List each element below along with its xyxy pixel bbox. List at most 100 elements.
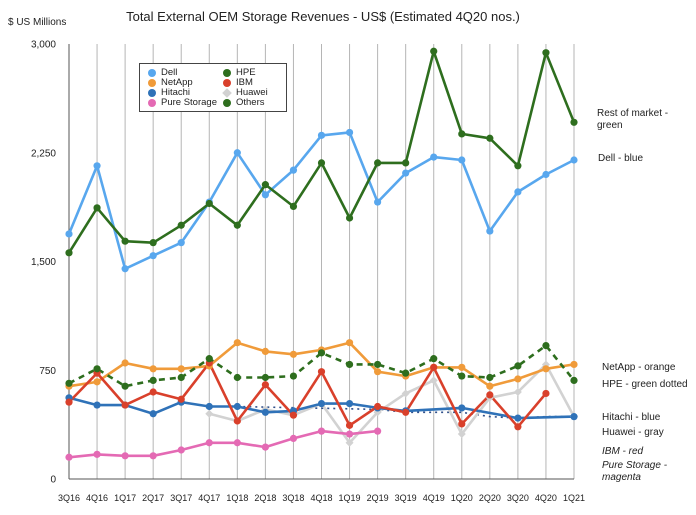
annotation-netapp: NetApp - orange — [602, 362, 676, 373]
data-point-hitachi — [317, 400, 326, 408]
data-point-huawei — [429, 376, 438, 385]
x-tick-label: 2Q17 — [142, 493, 164, 503]
x-tick-label: 1Q17 — [114, 493, 136, 503]
data-point-netapp — [486, 382, 494, 390]
legend-label: Pure Storage — [161, 97, 217, 108]
data-point-hpe — [149, 239, 157, 247]
data-point-others — [317, 349, 326, 357]
data-point-ibm — [345, 421, 354, 429]
data-point-pure-storage — [121, 452, 129, 460]
x-tick-label: 1Q18 — [226, 493, 248, 503]
legend-swatch — [148, 99, 156, 107]
data-point-hpe — [93, 204, 101, 212]
data-point-pure-storage — [205, 439, 213, 447]
data-point-dell — [289, 166, 298, 174]
data-point-ibm — [317, 368, 326, 376]
data-point-pure-storage — [261, 443, 269, 451]
data-point-pure-storage — [93, 450, 101, 458]
data-point-others — [430, 355, 438, 363]
legend-label: HPE — [236, 67, 256, 78]
data-point-huawei — [205, 409, 214, 418]
data-point-netapp — [514, 375, 522, 383]
data-point-pure-storage — [317, 427, 326, 435]
data-point-others — [345, 360, 354, 369]
data-point-dell — [514, 188, 522, 196]
data-point-huawei — [345, 438, 354, 447]
data-point-hitachi — [233, 402, 241, 411]
legend-label: Others — [236, 97, 265, 108]
data-point-others — [514, 362, 522, 370]
data-point-hpe — [261, 181, 269, 189]
x-tick-label: 3Q20 — [507, 493, 529, 503]
legend-label: NetApp — [161, 77, 193, 88]
data-point-dell — [93, 162, 101, 170]
data-point-dell — [402, 169, 410, 177]
series-line-huawei — [208, 363, 576, 445]
data-point-others — [65, 379, 73, 387]
data-point-hpe — [121, 237, 129, 245]
data-point-ibm — [542, 389, 550, 398]
data-point-ibm — [149, 388, 157, 396]
x-tick-label: 2Q19 — [367, 493, 389, 503]
data-point-others — [486, 373, 494, 382]
data-point-hpe — [514, 162, 522, 170]
data-point-pure-storage — [233, 439, 241, 447]
data-point-pure-storage — [345, 430, 354, 438]
data-point-others — [121, 382, 129, 390]
data-point-hitachi — [149, 410, 157, 418]
series-line-pure-storage — [68, 429, 378, 459]
y-tick-label: 2,250 — [31, 148, 56, 159]
x-tick-label: 3Q18 — [282, 493, 304, 503]
data-point-hpe — [205, 199, 213, 208]
data-point-hitachi — [514, 414, 522, 422]
data-point-hpe — [289, 202, 298, 210]
data-point-netapp — [570, 360, 578, 369]
series-line-ibm — [68, 361, 547, 429]
data-point-others — [289, 372, 298, 380]
data-point-hpe — [402, 159, 410, 167]
data-point-pure-storage — [149, 452, 157, 460]
legend-swatch — [223, 69, 231, 77]
data-point-netapp — [233, 339, 241, 347]
data-point-hpe — [374, 159, 382, 167]
y-tick-label: 1,500 — [31, 257, 56, 268]
data-point-hpe — [570, 118, 578, 126]
data-point-pure-storage — [289, 434, 298, 442]
data-point-others — [93, 365, 101, 373]
x-tick-labels: 3Q16 4Q16 1Q17 2Q17 3Q17 4Q17 1Q18 2Q18 3Q18 4Q18… — [58, 493, 585, 503]
data-point-dell — [542, 170, 550, 179]
data-point-others — [149, 376, 157, 384]
data-point-hpe — [177, 221, 185, 229]
chart-title: Total External OEM Storage Revenues - US… — [126, 9, 520, 24]
y-tick-label: 750 — [39, 366, 56, 377]
axes — [68, 44, 574, 480]
legend-label: Huawei — [236, 87, 268, 98]
data-point-dell — [149, 252, 157, 260]
data-point-dell — [177, 239, 185, 247]
data-point-hpe — [317, 159, 326, 167]
series-markers — [65, 47, 578, 461]
data-point-netapp — [121, 359, 129, 367]
data-point-dell — [345, 128, 354, 137]
data-point-hitachi — [570, 413, 578, 421]
legend-label: Dell — [161, 67, 178, 78]
data-point-ibm — [486, 391, 494, 399]
data-point-hitachi — [93, 401, 101, 409]
annotation-hitachi: Hitachi - blue — [602, 412, 661, 423]
legend-label: IBM — [236, 77, 253, 88]
data-point-netapp — [542, 365, 550, 373]
data-point-pure-storage — [65, 453, 73, 461]
data-point-ibm — [289, 411, 298, 419]
data-point-netapp — [177, 365, 185, 373]
legend-swatch — [148, 89, 156, 97]
series-line-hitachi — [68, 396, 575, 420]
data-point-hpe — [430, 47, 438, 55]
data-point-hpe — [65, 249, 73, 257]
data-point-dell — [233, 149, 241, 157]
data-point-ibm — [65, 398, 73, 406]
annotation-hpe: HPE - green dotted — [602, 379, 688, 390]
data-point-others — [374, 360, 382, 369]
x-tick-label: 2Q20 — [479, 493, 501, 503]
data-point-others — [205, 355, 213, 363]
